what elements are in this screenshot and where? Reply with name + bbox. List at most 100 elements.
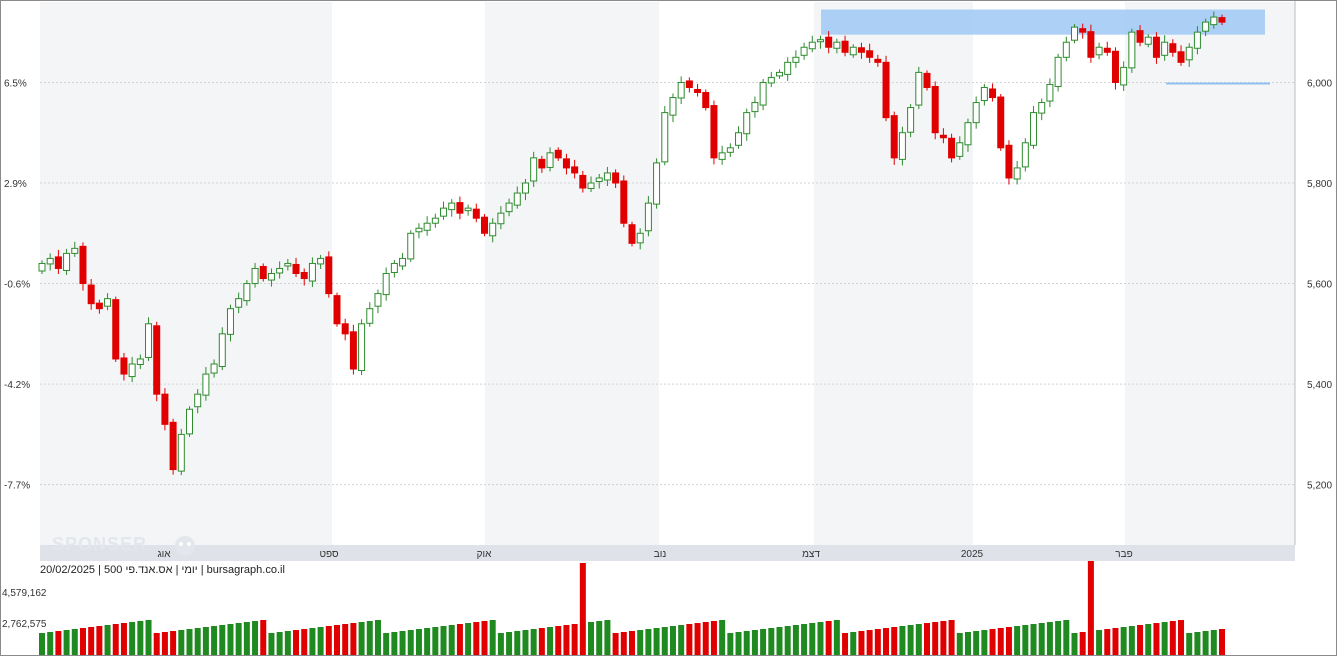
volume-bar	[883, 628, 890, 655]
candle	[513, 186, 521, 209]
candle	[1136, 25, 1144, 47]
volume-bar	[522, 630, 529, 655]
candle-body	[1144, 36, 1152, 45]
volume-bar	[686, 624, 693, 655]
candle	[1111, 47, 1119, 90]
volume-bar	[219, 625, 226, 655]
volume-bar	[850, 632, 857, 655]
volume-bar	[981, 630, 988, 655]
volume-bar	[276, 632, 283, 655]
volume-bar	[211, 626, 218, 655]
volume-bar	[497, 633, 504, 655]
volume-bar	[579, 563, 586, 655]
volume-bar	[374, 620, 381, 655]
candle	[603, 166, 611, 187]
candle-body	[63, 252, 71, 271]
candle-body	[481, 216, 488, 234]
candle	[169, 418, 177, 475]
candle-body	[1038, 102, 1046, 114]
candle-body	[317, 257, 325, 265]
volume-bar	[825, 621, 832, 655]
candle	[1038, 98, 1046, 121]
left-axis-label: -0.6%	[4, 280, 30, 291]
candle-body	[1120, 66, 1128, 86]
candle-body	[161, 393, 169, 425]
volume-bar	[1202, 631, 1209, 655]
volume-bar	[112, 624, 119, 655]
month-band	[485, 2, 659, 545]
candle	[546, 147, 554, 172]
candle-body	[358, 323, 366, 372]
candle	[276, 261, 284, 279]
candle-body	[259, 265, 267, 280]
candle-body	[1103, 47, 1111, 53]
candle-body	[956, 142, 964, 157]
candle	[210, 359, 218, 378]
candle	[1071, 24, 1078, 44]
volume-bar	[178, 630, 185, 655]
candle	[390, 259, 398, 278]
candle	[186, 406, 193, 437]
candle	[595, 173, 603, 189]
candle	[685, 77, 693, 93]
candle	[440, 201, 448, 220]
month-label: דצמ	[802, 549, 820, 560]
candle	[308, 257, 316, 288]
candle-body	[440, 207, 448, 217]
candle-body	[751, 102, 759, 113]
volume-bar	[440, 626, 447, 655]
volume-bar	[366, 621, 373, 655]
candle-body	[595, 177, 603, 182]
candle-body	[497, 212, 505, 225]
volume-bar	[227, 624, 234, 655]
right-axis-label: 5,400	[1307, 380, 1332, 391]
candle	[1062, 36, 1070, 62]
volume-bar	[506, 632, 513, 655]
candle-body	[964, 122, 972, 146]
volume-bar	[604, 620, 611, 655]
left-axis-label: -4.2%	[4, 380, 30, 391]
candle-body	[456, 202, 464, 214]
candle	[284, 258, 292, 271]
candle-body	[243, 283, 251, 302]
volume-bar	[334, 625, 340, 655]
volume-bar	[489, 620, 496, 655]
volume-bar	[817, 622, 824, 655]
candle-body	[735, 132, 743, 146]
volume-bar	[964, 632, 971, 655]
candle-body	[685, 80, 693, 88]
candle-body	[767, 76, 775, 84]
candle	[1177, 45, 1185, 66]
candle	[907, 104, 915, 138]
candle	[423, 216, 431, 236]
candle-body	[702, 92, 710, 109]
candle-body	[603, 172, 611, 181]
candle-body	[825, 36, 833, 48]
candle-body	[325, 256, 333, 295]
volume-bar	[79, 628, 86, 655]
candle	[694, 83, 702, 97]
candle	[1103, 41, 1111, 56]
candle	[259, 263, 267, 282]
candle-body	[382, 273, 390, 296]
candle	[939, 128, 947, 144]
candle	[1161, 35, 1169, 61]
candle	[407, 230, 415, 262]
candle	[841, 35, 849, 57]
candle	[448, 199, 456, 217]
volume-bar	[776, 627, 783, 655]
volume-bar	[645, 629, 652, 655]
volume-bar	[653, 628, 660, 655]
candle-body	[841, 40, 849, 53]
candle	[317, 254, 325, 269]
candle-body	[292, 263, 300, 275]
candle	[636, 228, 644, 250]
candle-body	[898, 132, 906, 160]
volume-bar	[284, 631, 291, 655]
candle-body	[1005, 144, 1013, 179]
volume-bar	[1104, 629, 1111, 655]
candle	[38, 260, 46, 275]
month-label: פבר	[1115, 549, 1132, 560]
volume-label-low: 2,762,575	[2, 619, 47, 630]
candle-body	[79, 245, 87, 285]
